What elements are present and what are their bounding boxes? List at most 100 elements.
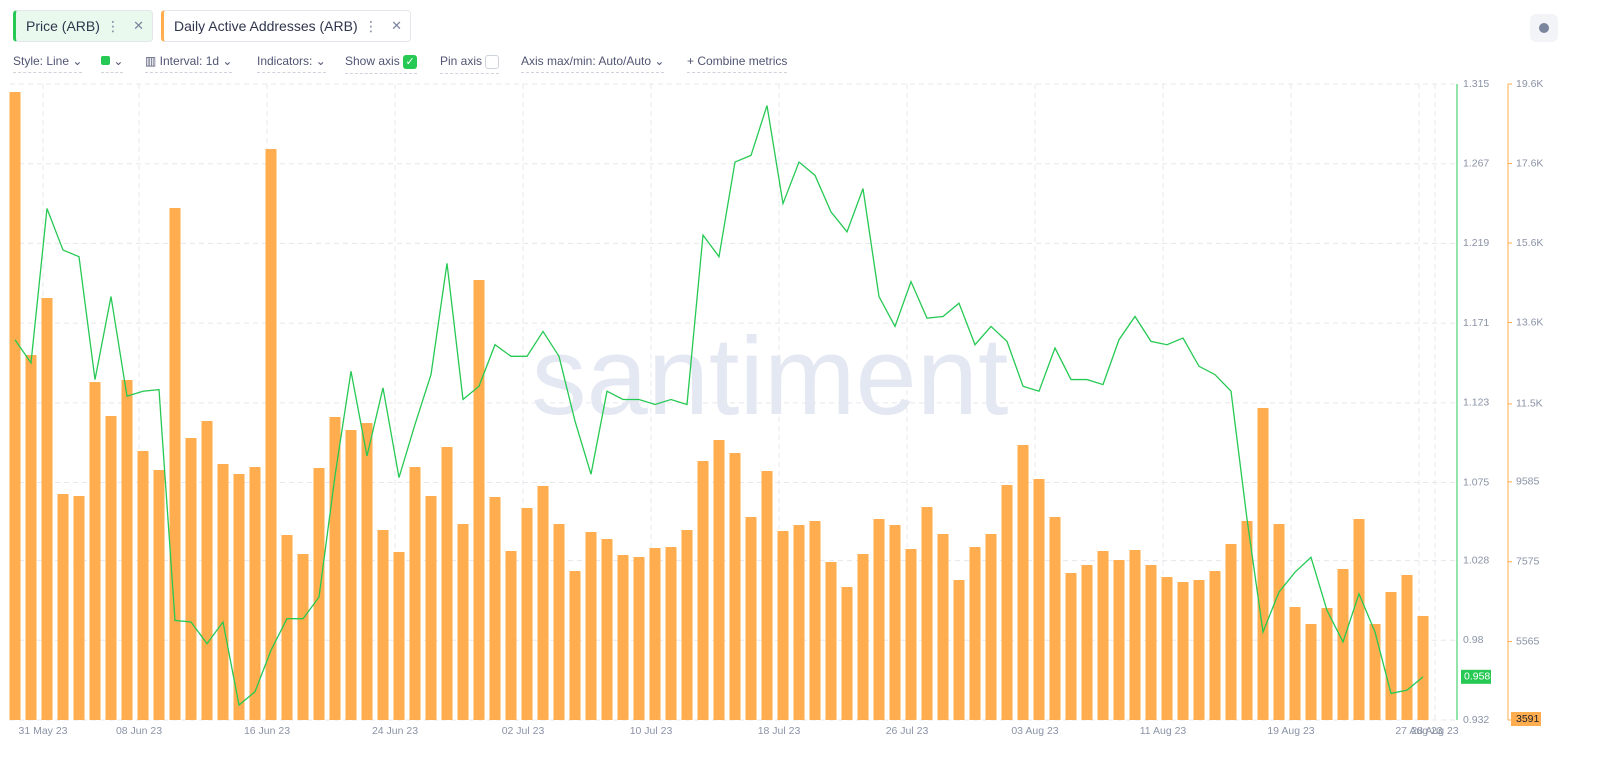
bar	[1353, 519, 1365, 720]
bar	[697, 461, 709, 720]
label: Axis max/min: Auto/Auto	[521, 54, 652, 68]
tab-price[interactable]: Price (ARB) ⋮ ✕	[13, 10, 153, 42]
label: Indicators:	[257, 54, 313, 68]
bar	[409, 467, 421, 720]
bar	[1369, 624, 1381, 720]
bar	[793, 525, 805, 720]
label: Combine metrics	[697, 54, 788, 68]
y2-tick-label: 9585	[1516, 476, 1540, 488]
x-tick-label: 24 Jun 23	[372, 725, 418, 737]
label: Style: Line	[13, 54, 70, 68]
bar	[617, 555, 629, 720]
close[interactable]: ✕	[391, 18, 402, 33]
y-tick-label: 1.123	[1463, 397, 1489, 409]
bar	[73, 496, 85, 720]
y-tick-label: 1.267	[1463, 157, 1489, 169]
y2-tick-label: 5565	[1516, 635, 1540, 647]
y-tick-label: 1.028	[1463, 554, 1489, 566]
bar	[681, 530, 693, 720]
bar	[153, 469, 165, 720]
x-tick-label: 18 Jul 23	[758, 725, 801, 737]
bar	[953, 579, 965, 720]
bar	[1001, 485, 1013, 720]
bar	[473, 280, 485, 720]
y2-tick-label: 11.5K	[1516, 398, 1543, 410]
y2-tick-label: 15.6K	[1516, 237, 1543, 249]
bar	[377, 530, 389, 720]
bar	[1081, 565, 1093, 720]
bar	[201, 421, 213, 720]
bar	[1305, 624, 1317, 720]
style-select[interactable]: Style: Line ⌄	[13, 54, 83, 73]
bar	[1145, 565, 1157, 720]
bar	[1017, 445, 1029, 720]
bar	[633, 556, 645, 720]
bar	[9, 92, 21, 721]
bar	[1241, 521, 1253, 720]
bar	[553, 524, 565, 720]
pin-axis[interactable]: Pin axis	[440, 54, 500, 74]
watermark: santiment	[532, 315, 1009, 438]
bar	[233, 474, 245, 720]
interval-select[interactable]: ▥ Interval: 1d ⌄	[145, 54, 233, 73]
y2-tick-label: 7575	[1516, 556, 1540, 568]
bar	[1129, 550, 1141, 720]
bar	[393, 551, 405, 720]
bar	[985, 533, 997, 720]
bar	[1097, 550, 1109, 720]
bar	[937, 533, 949, 720]
bar	[825, 562, 837, 720]
bar	[425, 496, 437, 720]
bar	[329, 416, 341, 720]
indicators[interactable]: Indicators: ⌄	[257, 54, 326, 73]
bar	[249, 467, 261, 720]
menu[interactable]: ⋮	[106, 17, 120, 34]
y-tick-label: 1.171	[1463, 317, 1489, 329]
show-axis[interactable]: Show axis ✓	[345, 54, 418, 74]
bar	[1337, 568, 1349, 720]
x-tick-label: 26 Jul 23	[886, 725, 929, 737]
bar	[185, 438, 197, 720]
bar	[1033, 479, 1045, 720]
bar	[969, 547, 981, 720]
tab-addresses[interactable]: Daily Active Addresses (ARB) ⋮ ✕	[161, 10, 411, 42]
bar	[1385, 591, 1397, 720]
x-tick-label: 08 Jun 23	[116, 725, 162, 737]
menu[interactable]: ⋮	[364, 17, 378, 34]
x-tick-label: 31 May 23	[18, 725, 67, 737]
bar	[713, 439, 725, 720]
y2-tick-label: 17.6K	[1516, 157, 1543, 169]
bar	[857, 554, 869, 720]
settings-button[interactable]	[1530, 14, 1558, 42]
bar	[809, 521, 821, 720]
bar	[1321, 608, 1333, 720]
y-tick-label: 1.075	[1463, 476, 1489, 488]
bar	[105, 416, 117, 720]
bar	[537, 486, 549, 720]
last-value-badge	[1461, 669, 1491, 684]
x-tick-label: 16 Jun 23	[244, 725, 290, 737]
bar	[41, 298, 53, 720]
bar	[457, 524, 469, 720]
combine-metrics[interactable]: + Combine metrics	[687, 54, 788, 73]
bar	[761, 471, 773, 720]
x-tick-label: 10 Jul 23	[630, 725, 673, 737]
y-tick-label: 0.932	[1463, 714, 1489, 726]
bar	[1225, 544, 1237, 720]
bar	[489, 497, 501, 720]
bar	[169, 208, 181, 721]
bar	[601, 539, 613, 720]
x-tick-label: 19 Aug 23	[1267, 725, 1314, 737]
color-select[interactable]: ⌄	[101, 54, 124, 73]
bar	[649, 548, 661, 720]
bar	[89, 382, 101, 720]
bar	[297, 554, 309, 720]
price-line	[14, 105, 1424, 707]
bar	[665, 547, 677, 720]
close[interactable]: ✕	[133, 18, 144, 33]
axis-maxmin[interactable]: Axis max/min: Auto/Auto ⌄	[521, 54, 665, 73]
bar	[729, 453, 741, 720]
bar	[921, 507, 933, 720]
bar	[1113, 560, 1125, 720]
x-tick-label: 03 Aug 23	[1011, 725, 1058, 737]
